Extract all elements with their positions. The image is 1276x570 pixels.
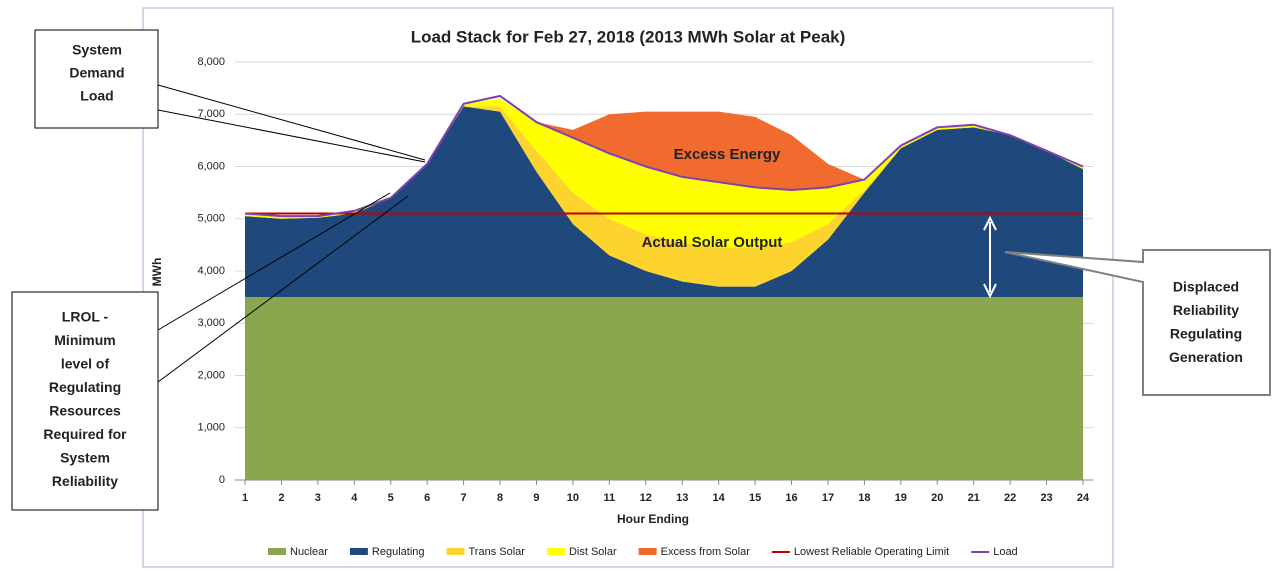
x-tick-label: 19 — [895, 492, 907, 504]
x-tick-label: 2 — [278, 492, 284, 504]
legend-swatch — [546, 548, 565, 555]
x-tick-label: 22 — [1004, 492, 1016, 504]
line — [244, 94, 1084, 218]
area — [245, 98, 1083, 217]
x-tick-label: 23 — [1040, 492, 1052, 504]
x-tick-label: 16 — [785, 492, 797, 504]
x-tick-label: 13 — [676, 492, 688, 504]
callout-text: Resources — [49, 403, 121, 419]
x-tick-label: 8 — [497, 492, 503, 504]
x-tick-label: 20 — [931, 492, 943, 504]
x-tick-label: 12 — [640, 492, 652, 504]
legend-swatch — [446, 548, 465, 555]
x-tick-label: 10 — [567, 492, 579, 504]
x-tick-label: 1 — [242, 492, 248, 504]
plot-area: 0 1,000 2,000 3,000 4,000 5,000 6,000 7,000 8,00… — [197, 56, 1093, 504]
arrow-heads — [983, 215, 997, 299]
x-tick-label: 11 — [604, 492, 616, 504]
callout-text: Demand — [69, 65, 124, 81]
y-tick-label: 3,000 — [197, 317, 225, 329]
x-tick-label: 9 — [533, 492, 539, 504]
legend-label: Trans Solar — [469, 546, 526, 558]
x-axis-label: Hour Ending — [617, 512, 689, 526]
x-tick-label: 21 — [968, 492, 980, 504]
callout-text: System — [60, 450, 110, 466]
legend-swatch — [349, 548, 368, 555]
y-tick-label: 8,000 — [197, 56, 225, 68]
legend-label: Regulating — [372, 546, 425, 558]
x-tick-label: 6 — [424, 492, 430, 504]
x-tick-label: 24 — [1077, 492, 1090, 504]
legend-label: Nuclear — [290, 546, 328, 558]
callout-text: Load — [80, 88, 113, 104]
callout-text: Regulating — [49, 379, 121, 395]
callout-text: LROL - — [62, 309, 109, 325]
callout-text: Generation — [1169, 349, 1243, 365]
x-tick-label: 5 — [388, 492, 394, 504]
y-tick-label: 2,000 — [197, 369, 225, 381]
callout-text: Reliability — [52, 473, 118, 489]
x-tick-label: 3 — [315, 492, 321, 504]
y-tick-label: 7,000 — [197, 108, 225, 120]
y-tick-label: 5,000 — [197, 213, 225, 225]
x-tick-label: 14 — [713, 492, 726, 504]
y-tick-label: 1,000 — [197, 422, 225, 434]
x-tick-label: 7 — [461, 492, 467, 504]
y-axis-label: MWh — [150, 258, 164, 287]
y-tick-label: 0 — [219, 474, 225, 486]
annotation: Actual Solar Output — [642, 234, 783, 251]
legend-label: Dist Solar — [569, 546, 617, 558]
y-tick-label: 4,000 — [197, 265, 225, 277]
callout-box — [11, 291, 159, 511]
annotations: Excess Energy Actual Solar Output System De… — [11, 29, 1271, 511]
x-tick-label: 15 — [749, 492, 761, 504]
x-tick-label: 4 — [351, 492, 358, 504]
legend-swatch — [638, 548, 657, 555]
callout-text: Regulating — [1170, 326, 1242, 342]
area — [245, 106, 1083, 287]
callout-text: Reliability — [1173, 302, 1239, 318]
callout-line — [157, 195, 409, 383]
callout-text: System — [72, 42, 122, 58]
callout-text: Minimum — [54, 332, 115, 348]
legend-label: Excess from Solar — [661, 546, 751, 558]
area — [245, 297, 1083, 480]
chart-title: Load Stack for Feb 27, 2018 (2013 MWh So… — [411, 27, 846, 46]
callout-box — [1004, 249, 1271, 396]
legend-swatch — [268, 548, 286, 555]
legend-label: Load — [993, 546, 1017, 558]
callout-text: Displaced — [1173, 279, 1239, 295]
x-tick-label: 18 — [858, 492, 870, 504]
area — [245, 98, 1083, 248]
callout-box — [34, 29, 159, 129]
annotation: Excess Energy — [674, 146, 781, 163]
legend: Nuclear Regulating Trans Solar Dist Solar Ex… — [268, 546, 1018, 558]
callout-line — [157, 84, 426, 161]
legend-label: Lowest Reliable Operating Limit — [794, 546, 949, 558]
y-tick-label: 6,000 — [197, 160, 225, 172]
x-tick-label: 17 — [822, 492, 834, 504]
callout-line — [157, 109, 426, 163]
callout-text: Required for — [43, 426, 127, 442]
callout-text: level of — [61, 356, 110, 372]
callout-line — [157, 192, 391, 331]
area — [245, 106, 1083, 298]
